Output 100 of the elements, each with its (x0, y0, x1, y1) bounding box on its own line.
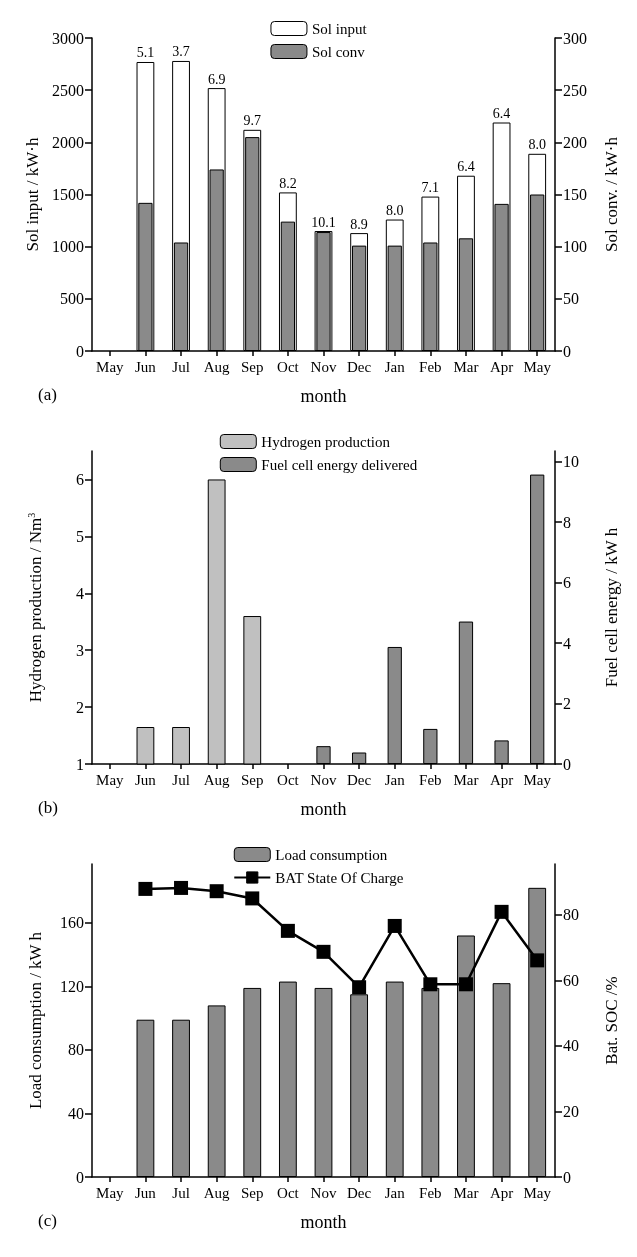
y-tick-label: 160 (60, 914, 84, 932)
x-tick-label: Oct (277, 771, 300, 788)
y-tick-label: 3000 (52, 29, 84, 47)
y2-axis-title: Bat. SOC /% (602, 976, 621, 1065)
y2-tick-label: 50 (563, 290, 579, 308)
y-tick-label: 80 (68, 1041, 84, 1059)
legend-label: Load consumption (275, 846, 388, 863)
legend-label: Sol conv (311, 43, 366, 60)
y2-tick-label: 200 (563, 133, 587, 151)
x-tick-label: Mar (453, 771, 479, 788)
x-tick-label: May (96, 771, 125, 788)
y2-tick-label: 6 (563, 574, 571, 592)
x-tick-label: Feb (419, 358, 442, 375)
y-tick-label: 5 (76, 527, 84, 545)
x-tick-label: Jan (384, 771, 406, 788)
x-tick-label: Nov (310, 358, 337, 375)
x-tick-label: Apr (489, 1184, 514, 1201)
x-tick-label: May (96, 358, 125, 375)
y2-tick-label: 40 (563, 1037, 579, 1055)
x-tick-label: May (523, 358, 552, 375)
y-tick-label: 40 (68, 1104, 84, 1122)
y2-tick-label: 150 (563, 186, 587, 203)
x-tick-label: Apr (489, 771, 514, 788)
y2-tick-label: 250 (563, 81, 587, 99)
text: (a) (38, 385, 57, 404)
y-axis-title: Sol input / kW·h (23, 137, 43, 252)
annotation: 7.1 (421, 180, 440, 196)
x-tick-label: May (96, 1184, 125, 1201)
x-tick-label: Apr (489, 358, 514, 375)
y-tick-label: 3 (76, 641, 84, 659)
annotation: 6.4 (457, 159, 475, 175)
y-tick-label: 6 (76, 470, 84, 488)
x-tick-label: Jul (172, 358, 190, 375)
point (280, 923, 295, 938)
y-tick-label: 1 (76, 755, 84, 773)
x-tick-label: Sep (241, 771, 264, 788)
annotation: 5.1 (136, 45, 155, 61)
annotation: 10.1 (311, 214, 336, 230)
x-tick-label: Jul (172, 1184, 190, 1201)
annotation: 8.9 (350, 216, 368, 232)
x-tick-label: Oct (277, 358, 300, 375)
annotation: 9.7 (243, 113, 262, 129)
annotation: 8.0 (528, 137, 546, 153)
point (423, 977, 438, 992)
x-tick-label: Sep (241, 1184, 264, 1201)
legend-label: Hydrogen production (261, 433, 391, 450)
x-tick-label: Jan (384, 1184, 406, 1201)
legend-label: Sol input (311, 20, 368, 37)
x-tick-label: Jun (135, 771, 157, 788)
point (458, 977, 473, 992)
x-tick-label: Feb (419, 771, 442, 788)
x-tick-label: May (523, 1184, 552, 1201)
x-axis-title: month (300, 799, 347, 819)
x-tick-label: Mar (453, 358, 479, 375)
x-tick-label: Dec (347, 771, 372, 788)
x-tick-label: Aug (203, 771, 231, 788)
x-tick-label: Nov (310, 771, 337, 788)
point (245, 891, 260, 906)
y-tick-label: 2 (76, 698, 84, 716)
x-tick-label: May (523, 771, 552, 788)
y-tick-label: 1500 (52, 186, 84, 203)
point (494, 904, 509, 919)
point (352, 980, 367, 995)
annotation: 6.4 (492, 106, 511, 122)
x-tick-label: Jun (135, 1184, 157, 1201)
y-axis-title: Hydrogen production / Nm3 (25, 512, 45, 703)
y2-axis-title: Sol conv. / kW·h (602, 136, 621, 253)
annotation: 3.7 (172, 44, 190, 60)
y2-tick-label: 0 (563, 1168, 571, 1186)
x-tick-label: Dec (347, 1184, 372, 1201)
annotation: 8.2 (279, 175, 297, 191)
x-tick-label: Aug (203, 1184, 231, 1201)
y2-tick-label: 2 (563, 695, 571, 713)
x-tick-label: Oct (277, 1184, 300, 1201)
y-axis-title: Load consumption / kW h (26, 931, 45, 1110)
y-tick-label: 1000 (52, 238, 84, 256)
y2-tick-label: 20 (563, 1102, 579, 1120)
y-tick-label: 500 (60, 290, 84, 308)
y-tick-label: 2500 (52, 81, 84, 99)
y2-tick-label: 80 (563, 906, 579, 924)
x-tick-label: Jun (135, 358, 157, 375)
y-tick-label: 0 (76, 1168, 84, 1186)
annotation: 8.0 (385, 203, 404, 219)
y-tick-label: 4 (76, 584, 84, 602)
y-tick-label: 2000 (52, 133, 84, 151)
y2-tick-label: 4 (563, 634, 571, 652)
y2-tick-label: 0 (563, 342, 571, 360)
y2-tick-label: 0 (563, 755, 571, 773)
point (316, 944, 331, 959)
x-tick-label: Nov (310, 1184, 337, 1201)
x-axis-title: month (300, 386, 347, 406)
point (174, 880, 189, 895)
x-axis-title: month (300, 1212, 347, 1232)
y2-tick-label: 300 (563, 29, 587, 47)
y-tick-label: 0 (76, 342, 84, 360)
y2-tick-label: 60 (563, 971, 579, 989)
point (387, 918, 402, 933)
text: (b) (38, 798, 58, 817)
x-tick-label: Aug (203, 358, 231, 375)
y2-tick-label: 100 (563, 238, 587, 256)
